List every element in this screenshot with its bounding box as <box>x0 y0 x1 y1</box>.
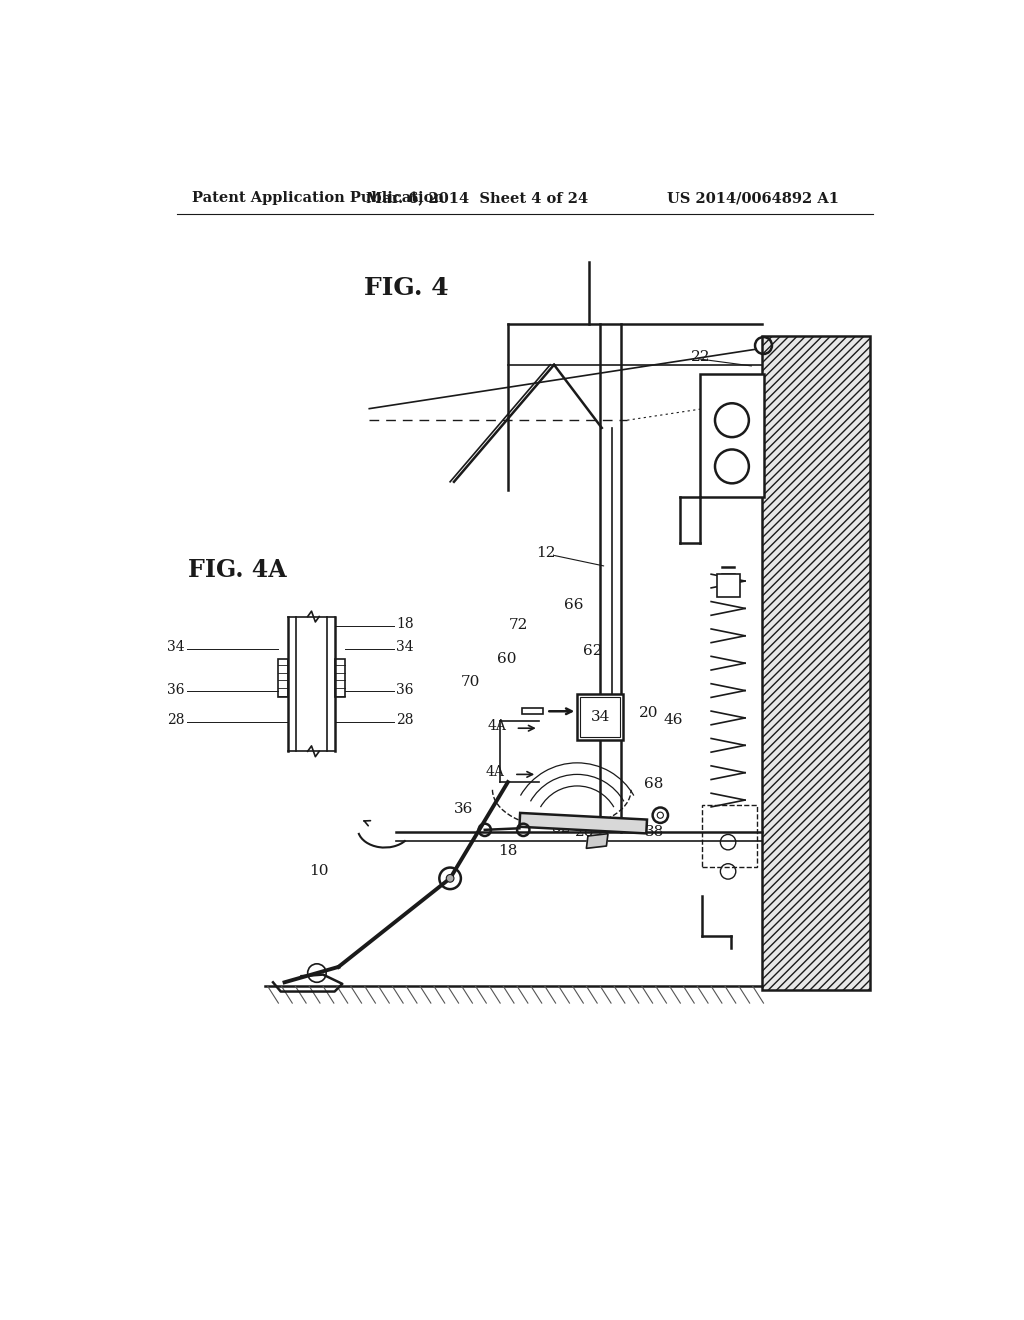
Text: 70: 70 <box>461 675 480 689</box>
Text: 62: 62 <box>583 644 602 659</box>
Text: 28: 28 <box>575 825 595 840</box>
Bar <box>762 335 869 990</box>
Text: 46: 46 <box>664 714 683 727</box>
Text: 34: 34 <box>591 710 610 723</box>
Bar <box>581 697 621 737</box>
Text: 4A: 4A <box>486 766 505 779</box>
Text: 36: 36 <box>167 682 184 697</box>
Text: 18: 18 <box>498 845 517 858</box>
Circle shape <box>657 812 664 818</box>
Text: 38: 38 <box>644 825 664 840</box>
Text: 4A: 4A <box>487 719 506 733</box>
Text: 36: 36 <box>454 803 473 816</box>
Bar <box>578 693 624 739</box>
Bar <box>717 574 739 598</box>
Bar <box>701 805 758 867</box>
Bar <box>519 813 647 833</box>
Bar <box>700 374 764 498</box>
Circle shape <box>446 874 454 882</box>
Text: 32: 32 <box>552 821 571 836</box>
Text: 60: 60 <box>497 652 516 665</box>
Text: US 2014/0064892 A1: US 2014/0064892 A1 <box>667 191 839 206</box>
Text: 36: 36 <box>396 682 414 697</box>
Text: 18: 18 <box>396 618 414 631</box>
Text: Patent Application Publication: Patent Application Publication <box>193 191 444 206</box>
Text: 34: 34 <box>167 640 184 655</box>
Text: 20: 20 <box>639 706 658 719</box>
Text: 68: 68 <box>644 776 664 791</box>
Text: 12: 12 <box>537 545 556 560</box>
Text: FIG. 4A: FIG. 4A <box>188 558 287 582</box>
Text: Mar. 6, 2014  Sheet 4 of 24: Mar. 6, 2014 Sheet 4 of 24 <box>366 191 588 206</box>
Text: 28: 28 <box>167 714 184 727</box>
Bar <box>335 659 345 697</box>
Text: 72: 72 <box>509 618 528 632</box>
Text: 28: 28 <box>396 714 414 727</box>
Text: 66: 66 <box>564 598 584 612</box>
Text: 22: 22 <box>691 350 711 364</box>
Text: 10: 10 <box>309 863 329 878</box>
Bar <box>521 709 544 714</box>
Bar <box>278 659 289 697</box>
Text: 34: 34 <box>396 640 414 655</box>
Polygon shape <box>587 834 608 849</box>
Text: FIG. 4: FIG. 4 <box>364 276 449 300</box>
